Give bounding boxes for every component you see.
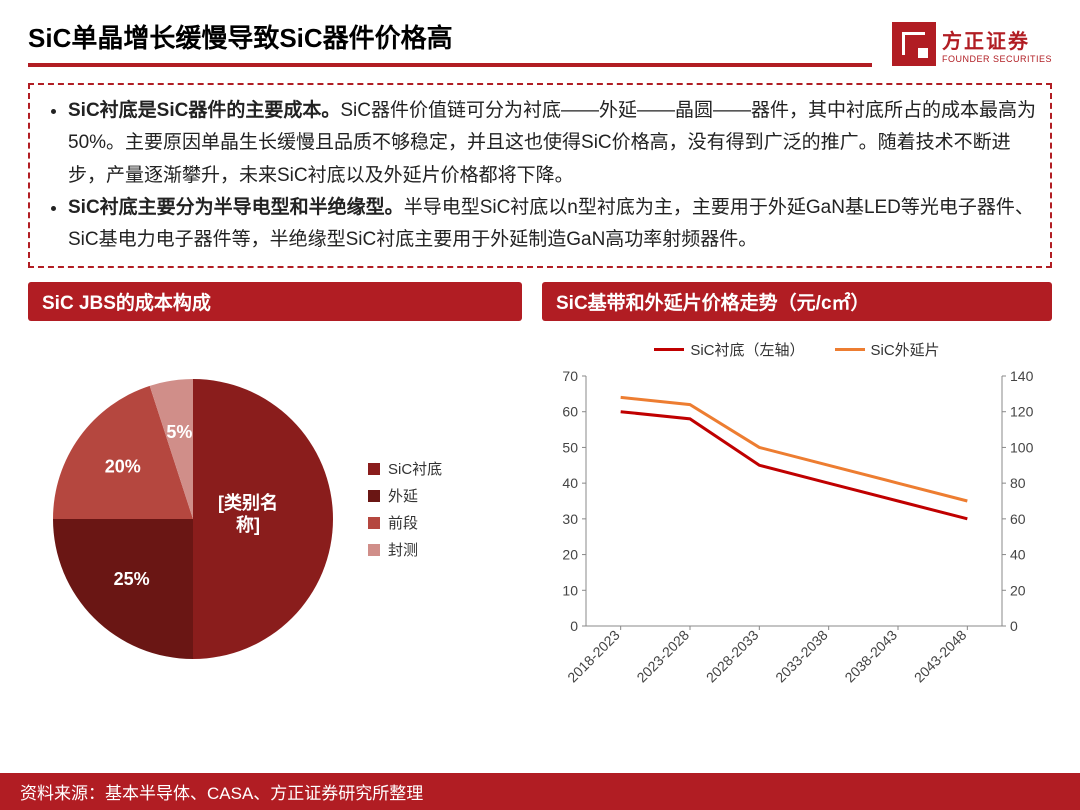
description-bullet-1: SiC衬底是SiC器件的主要成本。SiC器件价值链可分为衬底——外延——晶圆——… xyxy=(68,95,1036,192)
x-tick-label: 2018-2023 xyxy=(564,627,623,686)
legend-label: SiC衬底（左轴） xyxy=(690,339,804,360)
charts-row: SiC JBS的成本构成 25%20%5%[类别名称] SiC衬底外延前段封测 … xyxy=(0,282,1080,709)
y-right-tick-label: 140 xyxy=(1010,368,1034,384)
pie-legend-item: SiC衬底 xyxy=(368,458,442,479)
brand-name-cn: 方正证券 xyxy=(942,25,1052,54)
description-list: SiC衬底是SiC器件的主要成本。SiC器件价值链可分为衬底——外延——晶圆——… xyxy=(44,95,1036,256)
bullet-1-lead: SiC衬底是SiC器件的主要成本。 xyxy=(68,100,340,121)
y-left-tick-label: 0 xyxy=(570,618,578,634)
brand-logo: 方正证券 FOUNDER SECURITIES xyxy=(892,22,1052,66)
y-left-tick-label: 10 xyxy=(562,583,578,599)
line-chart-svg: 0 10 20 30 40 50 60 70 0 20 40 60 80 100 120 140 2018-20… xyxy=(542,366,1052,706)
description-box: SiC衬底是SiC器件的主要成本。SiC器件价值链可分为衬底——外延——晶圆——… xyxy=(28,83,1052,268)
y-left-tick-label: 30 xyxy=(562,511,578,527)
pie-percent-label: 5% xyxy=(166,423,192,443)
line-legend-item: SiC外延片 xyxy=(835,339,940,360)
legend-label: 前段 xyxy=(388,512,418,533)
legend-swatch-icon xyxy=(368,544,380,556)
legend-swatch-icon xyxy=(835,348,865,351)
pie-chart-column: SiC JBS的成本构成 25%20%5%[类别名称] SiC衬底外延前段封测 xyxy=(28,282,522,709)
y-right-tick-label: 20 xyxy=(1010,583,1026,599)
pie-chart-legend: SiC衬底外延前段封测 xyxy=(368,452,442,566)
y-right-tick-label: 100 xyxy=(1010,440,1034,456)
line-legend-item: SiC衬底（左轴） xyxy=(654,339,804,360)
line-chart-legend: SiC衬底（左轴） SiC外延片 xyxy=(542,339,1052,360)
page-title: SiC单晶增长缓慢导致SiC器件价格高 xyxy=(28,18,872,63)
description-bullet-2: SiC衬底主要分为半导电型和半绝缘型。半导电型SiC衬底以n型衬底为主，主要用于… xyxy=(68,192,1036,257)
line-series-SiC衬底（左轴） xyxy=(621,412,968,519)
legend-label: 封测 xyxy=(388,539,418,560)
line-series-SiC外延片 xyxy=(621,398,968,502)
pie-percent-label: 20% xyxy=(105,457,141,477)
line-chart-column: SiC基带和外延片价格走势（元/c㎡） SiC衬底（左轴） SiC外延片 0 10 2… xyxy=(542,282,1052,709)
y-left-tick-label: 20 xyxy=(562,547,578,563)
line-chart-title: SiC基带和外延片价格走势（元/c㎡） xyxy=(542,282,1052,321)
brand-logo-text: 方正证券 FOUNDER SECURITIES xyxy=(942,25,1052,64)
pie-chart-svg: 25%20%5%[类别名称] xyxy=(28,339,368,679)
y-right-tick-label: 120 xyxy=(1010,404,1034,420)
pie-legend-item: 外延 xyxy=(368,485,442,506)
legend-label: SiC衬底 xyxy=(388,458,442,479)
legend-swatch-icon xyxy=(654,348,684,351)
x-tick-label: 2028-2033 xyxy=(703,627,762,686)
x-tick-label: 2023-2028 xyxy=(633,627,692,686)
pie-legend-item: 封测 xyxy=(368,539,442,560)
y-left-tick-label: 50 xyxy=(562,440,578,456)
legend-swatch-icon xyxy=(368,463,380,475)
brand-name-en: FOUNDER SECURITIES xyxy=(942,54,1052,64)
y-left-tick-label: 40 xyxy=(562,476,578,492)
y-right-tick-label: 0 xyxy=(1010,618,1018,634)
line-chart-area: SiC衬底（左轴） SiC外延片 0 10 20 30 40 50 60 70 0 20 40 60 80… xyxy=(542,329,1052,709)
legend-label: SiC外延片 xyxy=(871,339,940,360)
pie-chart-area: 25%20%5%[类别名称] SiC衬底外延前段封测 xyxy=(28,329,522,689)
y-right-tick-label: 60 xyxy=(1010,511,1026,527)
brand-logo-mark-icon xyxy=(892,22,936,66)
x-tick-label: 2033-2038 xyxy=(772,627,831,686)
legend-swatch-icon xyxy=(368,490,380,502)
bullet-2-lead: SiC衬底主要分为半导电型和半绝缘型。 xyxy=(68,197,404,218)
footer-source: 资料来源：基本半导体、CASA、方正证券研究所整理 xyxy=(0,773,1080,810)
legend-swatch-icon xyxy=(368,517,380,529)
x-tick-label: 2043-2048 xyxy=(911,627,970,686)
y-right-tick-label: 40 xyxy=(1010,547,1026,563)
header: SiC单晶增长缓慢导致SiC器件价格高 方正证券 FOUNDER SECURIT… xyxy=(0,0,1080,67)
pie-percent-label: 25% xyxy=(114,570,150,590)
pie-legend-item: 前段 xyxy=(368,512,442,533)
legend-label: 外延 xyxy=(388,485,418,506)
y-left-tick-label: 70 xyxy=(562,368,578,384)
y-right-tick-label: 80 xyxy=(1010,476,1026,492)
pie-chart-title: SiC JBS的成本构成 xyxy=(28,282,522,321)
pie-slice-SiC衬底 xyxy=(193,379,333,659)
y-left-tick-label: 60 xyxy=(562,404,578,420)
title-wrap: SiC单晶增长缓慢导致SiC器件价格高 xyxy=(28,18,872,67)
x-tick-label: 2038-2043 xyxy=(841,627,900,686)
title-underline xyxy=(28,63,872,67)
